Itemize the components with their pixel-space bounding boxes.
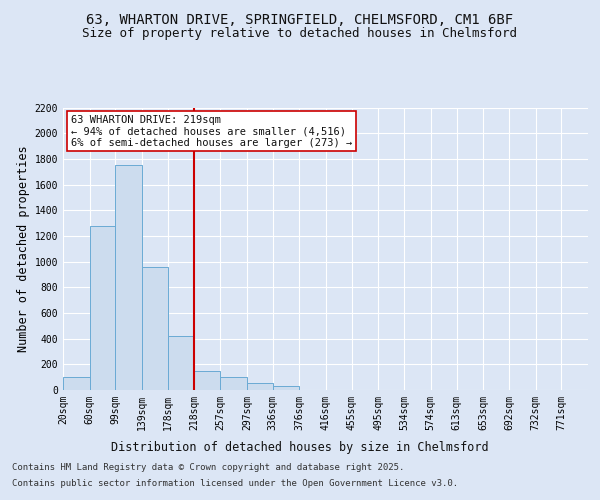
Text: Contains public sector information licensed under the Open Government Licence v3: Contains public sector information licen… — [12, 478, 458, 488]
Bar — [194, 370, 220, 390]
Bar — [273, 386, 299, 390]
Text: Distribution of detached houses by size in Chelmsford: Distribution of detached houses by size … — [111, 441, 489, 454]
Bar — [89, 226, 115, 390]
Text: Size of property relative to detached houses in Chelmsford: Size of property relative to detached ho… — [83, 28, 517, 40]
Text: 63, WHARTON DRIVE, SPRINGFIELD, CHELMSFORD, CM1 6BF: 63, WHARTON DRIVE, SPRINGFIELD, CHELMSFO… — [86, 12, 514, 26]
Bar — [247, 383, 273, 390]
Bar — [168, 336, 194, 390]
Bar — [220, 377, 247, 390]
Text: Contains HM Land Registry data © Crown copyright and database right 2025.: Contains HM Land Registry data © Crown c… — [12, 464, 404, 472]
Bar — [115, 166, 142, 390]
Y-axis label: Number of detached properties: Number of detached properties — [17, 146, 31, 352]
Bar — [63, 377, 89, 390]
Bar — [142, 266, 168, 390]
Text: 63 WHARTON DRIVE: 219sqm
← 94% of detached houses are smaller (4,516)
6% of semi: 63 WHARTON DRIVE: 219sqm ← 94% of detach… — [71, 114, 352, 148]
